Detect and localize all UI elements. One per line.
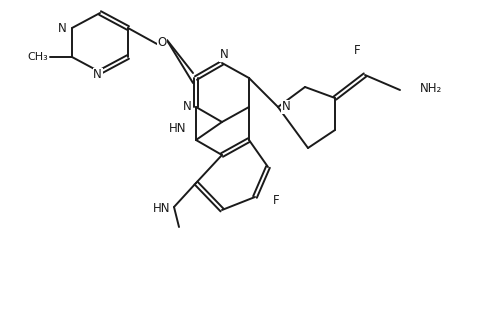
Text: NH₂: NH₂ <box>420 82 442 94</box>
Text: N: N <box>282 100 291 114</box>
Text: N: N <box>220 48 228 61</box>
Text: HN: HN <box>169 122 187 135</box>
Text: N: N <box>93 69 102 82</box>
Text: HN: HN <box>152 203 170 215</box>
Text: O: O <box>158 36 166 48</box>
Text: N: N <box>58 22 67 35</box>
Text: F: F <box>354 44 360 57</box>
Text: N: N <box>183 100 192 114</box>
Text: CH₃: CH₃ <box>27 52 48 62</box>
Text: F: F <box>273 194 280 207</box>
